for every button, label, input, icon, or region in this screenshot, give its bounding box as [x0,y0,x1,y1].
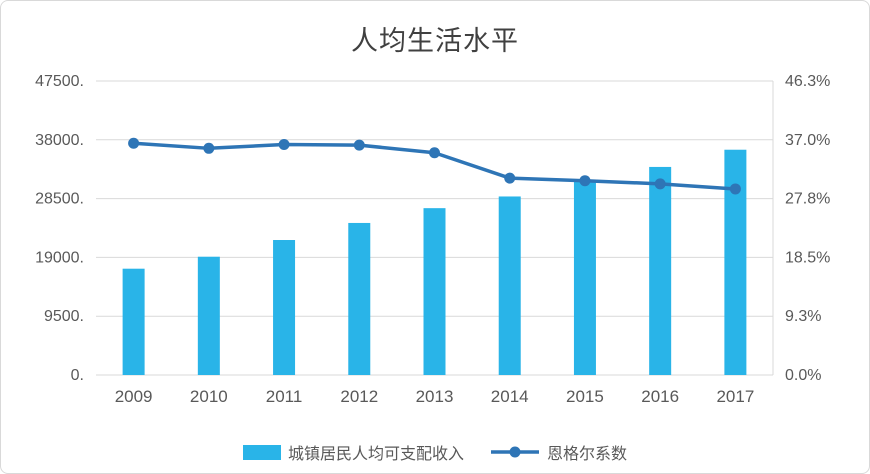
x-axis-label-2015: 2015 [566,387,604,406]
line-marker-2015 [579,175,591,187]
line-marker-2017 [729,183,741,195]
bar-2017 [724,149,747,375]
x-axis-label-2017: 2017 [716,387,754,406]
bar-2009 [122,268,145,375]
x-axis-label-2013: 2013 [416,387,454,406]
line-marker-2010 [203,142,215,154]
x-axis-label-2012: 2012 [340,387,378,406]
right-axis-tick-label: 46.3% [785,73,830,90]
right-axis-tick-label: 9.3% [785,308,821,325]
left-axis-tick-label: 19000. [35,249,84,266]
left-axis-tick-label: 38000. [35,132,84,149]
right-axis-tick-label: 0.0% [785,367,821,384]
chart-legend: 城镇居民人均可支配收入 恩格尔系数 [1,440,869,464]
bar-2012 [348,222,371,375]
x-axis-label-2016: 2016 [641,387,679,406]
x-axis-label-2009: 2009 [115,387,153,406]
x-axis-label-2011: 2011 [266,387,303,406]
bar-2014 [498,196,521,375]
left-axis-tick-label: 0. [71,367,84,384]
line-marker-2009 [128,137,140,149]
legend-item-engel: 恩格尔系数 [490,440,627,464]
line-marker-2016 [654,178,666,190]
line-swatch-graphic [491,446,539,458]
line-marker-2013 [429,147,440,159]
legend-label-income: 城镇居民人均可支配收入 [287,446,464,463]
x-axis-label-2014: 2014 [491,387,529,406]
bar-2013 [423,208,446,375]
bar-2010 [197,256,220,375]
bar-2015 [573,181,596,375]
line-marker-2012 [353,139,365,151]
x-axis-label-2010: 2010 [190,387,228,406]
bar-series-swatch [242,444,281,460]
legend-label-engel: 恩格尔系数 [547,446,628,463]
line-marker-2011 [278,138,290,150]
right-axis-tick-label: 37.0% [785,132,830,149]
right-axis-tick-label: 18.5% [785,249,830,266]
line-series-swatch [490,445,540,459]
right-axis-tick-label: 27.8% [785,191,830,208]
line-marker-2014 [504,172,516,184]
legend-item-income: 城镇居民人均可支配收入 [242,440,464,464]
bar-2016 [649,166,672,375]
left-axis-tick-label: 47500. [35,73,84,90]
chart-title: 人均生活水平 [351,26,519,56]
bar-2011 [273,240,296,375]
left-axis-tick-label: 28500. [35,191,84,208]
left-axis-tick-label: 9500. [44,308,84,325]
